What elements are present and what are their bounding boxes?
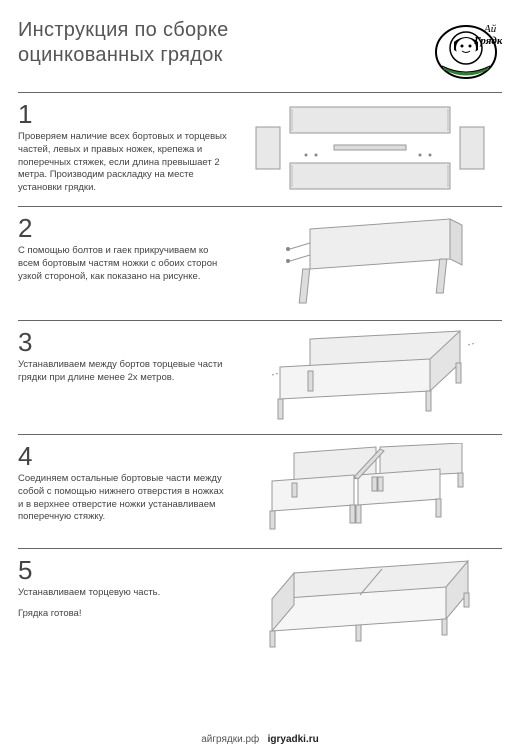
title-block: Инструкция по сборке оцинкованных грядок — [18, 18, 430, 68]
step-2-text: 2 С помощью болтов и гаек прикручиваем к… — [18, 215, 228, 283]
step-1-illustration — [238, 101, 502, 196]
step-4-number: 4 — [18, 443, 228, 469]
step-5-desc2: Грядка готова! — [18, 608, 228, 621]
step-4-text: 4 Соединяем остальные бортовые части меж… — [18, 443, 228, 524]
step-1: 1 Проверяем наличие всех бортовых и торц… — [18, 92, 502, 206]
step-3-illustration — [238, 329, 502, 424]
header: Инструкция по сборке оцинкованных грядок… — [18, 18, 502, 80]
step-4-illustration — [238, 443, 502, 538]
step-1-desc: Проверяем наличие всех бортовых и торцев… — [18, 131, 228, 195]
step-3-number: 3 — [18, 329, 228, 355]
title-line-1: Инструкция по сборке — [18, 18, 430, 43]
step-2-illustration — [238, 215, 502, 310]
step-2-number: 2 — [18, 215, 228, 241]
title-line-2: оцинкованных грядок — [18, 43, 430, 68]
step-3: 3 Устанавливаем между бортов торцевые ча… — [18, 320, 502, 434]
step-4: 4 Соединяем остальные бортовые части меж… — [18, 434, 502, 548]
step-5-desc: Устанавливаем торцевую часть. — [18, 587, 228, 600]
footer-domain-2: igryadki.ru — [268, 734, 319, 745]
logo-text-bottom: Грядки — [473, 35, 502, 47]
step-1-text: 1 Проверяем наличие всех бортовых и торц… — [18, 101, 228, 195]
step-3-text: 3 Устанавливаем между бортов торцевые ча… — [18, 329, 228, 385]
footer: айгрядки.рф igryadki.ru — [0, 734, 520, 745]
step-4-desc: Соединяем остальные бортовые части между… — [18, 473, 228, 524]
step-2-desc: С помощью болтов и гаек прикручиваем ко … — [18, 245, 228, 283]
step-5-text: 5 Устанавливаем торцевую часть. Грядка г… — [18, 557, 228, 621]
step-2: 2 С помощью болтов и гаек прикручиваем к… — [18, 206, 502, 320]
step-1-number: 1 — [18, 101, 228, 127]
footer-domain-1: айгрядки.рф — [201, 734, 259, 745]
step-5-illustration — [238, 557, 502, 652]
step-3-desc: Устанавливаем между бортов торцевые част… — [18, 359, 228, 385]
step-5-number: 5 — [18, 557, 228, 583]
logo-icon: Ай Грядки — [430, 18, 502, 80]
logo-text-top: Ай — [483, 23, 497, 35]
step-5: 5 Устанавливаем торцевую часть. Грядка г… — [18, 548, 502, 662]
